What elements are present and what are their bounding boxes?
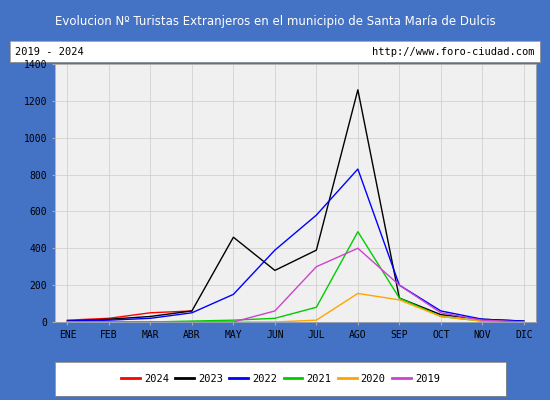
Text: Evolucion Nº Turistas Extranjeros en el municipio de Santa María de Dulcis: Evolucion Nº Turistas Extranjeros en el … xyxy=(54,14,496,28)
Text: 2019 - 2024: 2019 - 2024 xyxy=(15,47,84,57)
Text: http://www.foro-ciudad.com: http://www.foro-ciudad.com xyxy=(372,47,535,57)
Legend: 2024, 2023, 2022, 2021, 2020, 2019: 2024, 2023, 2022, 2021, 2020, 2019 xyxy=(117,370,444,388)
